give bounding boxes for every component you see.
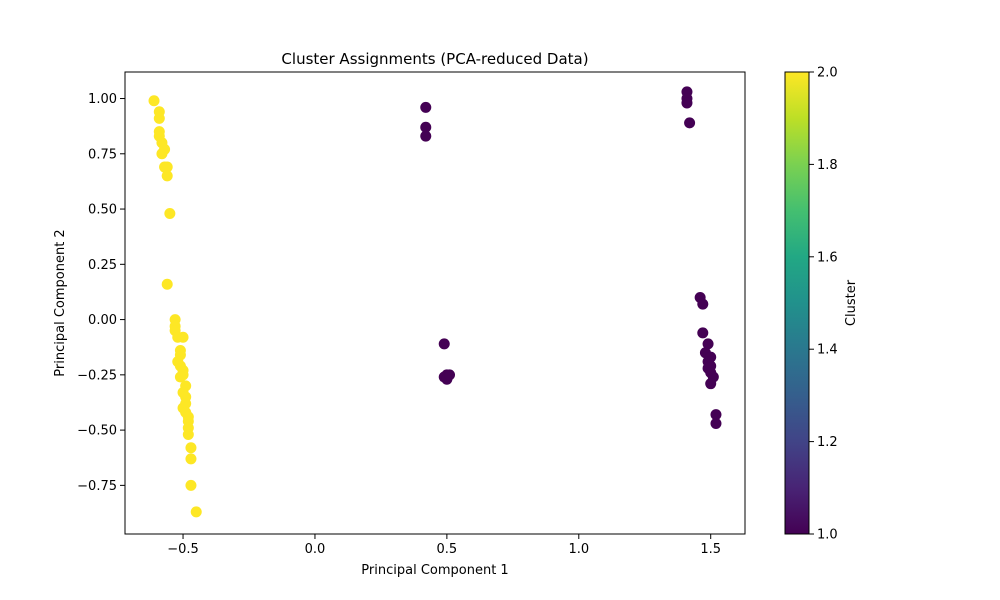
data-point-cluster-1 xyxy=(420,130,432,142)
data-point-cluster-1 xyxy=(420,121,432,133)
x-tick-label: 0.5 xyxy=(437,542,458,557)
data-point-cluster-2 xyxy=(185,442,197,454)
data-point-cluster-2 xyxy=(148,95,160,107)
plot-frame xyxy=(124,71,746,535)
data-point-cluster-1 xyxy=(710,417,722,429)
colorbar xyxy=(784,71,810,535)
data-point-cluster-2 xyxy=(164,207,176,219)
x-tick-label: 1.5 xyxy=(700,542,721,557)
data-point-cluster-2 xyxy=(177,331,189,343)
data-point-cluster-2 xyxy=(161,161,173,173)
data-point-cluster-1 xyxy=(710,409,722,421)
data-point-cluster-1 xyxy=(684,117,696,129)
data-point-cluster-1 xyxy=(702,338,714,350)
data-point-cluster-1 xyxy=(444,369,456,381)
colorbar-tick-label: 1.4 xyxy=(817,343,838,358)
data-point-cluster-2 xyxy=(190,506,202,518)
colorbar-tick-label: 1.8 xyxy=(817,158,838,173)
data-point-cluster-2 xyxy=(161,278,173,290)
data-point-cluster-1 xyxy=(438,338,450,350)
data-point-cluster-2 xyxy=(153,112,165,124)
x-tick-label: 0.0 xyxy=(305,542,326,557)
y-tick-label: −0.50 xyxy=(77,424,117,439)
data-point-cluster-2 xyxy=(156,148,168,160)
data-point-cluster-2 xyxy=(182,429,194,441)
y-tick-label: 0.25 xyxy=(88,258,117,273)
points-layer xyxy=(148,86,722,518)
colorbar-tick-label: 2.0 xyxy=(817,66,838,81)
x-tick-label: −0.5 xyxy=(167,542,199,557)
colorbar-label: Cluster xyxy=(844,279,859,326)
colorbar-axis: 1.0 1.2 1.4 1.6 1.8 2.0 xyxy=(809,66,838,543)
data-point-cluster-1 xyxy=(420,101,432,113)
x-tick-label: 1.0 xyxy=(568,542,589,557)
y-axis-label: Principal Component 2 xyxy=(53,229,68,376)
y-tick-label: 1.00 xyxy=(88,92,117,107)
data-point-cluster-2 xyxy=(185,479,197,491)
data-point-cluster-1 xyxy=(697,327,709,339)
x-axis-label: Principal Component 1 xyxy=(361,563,508,578)
x-axis: −0.5 0.0 0.5 1.0 1.5 xyxy=(167,534,721,557)
data-point-cluster-2 xyxy=(161,170,173,182)
colorbar-tick-label: 1.6 xyxy=(817,250,838,265)
y-tick-label: −0.75 xyxy=(77,479,117,494)
chart-title: Cluster Assignments (PCA-reduced Data) xyxy=(281,50,588,68)
colorbar-tick-label: 1.2 xyxy=(817,435,838,450)
data-point-cluster-1 xyxy=(681,97,693,109)
data-point-cluster-2 xyxy=(174,371,186,383)
data-point-cluster-1 xyxy=(697,298,709,310)
data-point-cluster-1 xyxy=(705,378,717,390)
y-tick-label: −0.25 xyxy=(77,368,117,383)
y-axis: −0.75 −0.50 −0.25 0.00 0.25 0.50 0.75 1.00 xyxy=(77,92,125,494)
y-tick-label: 0.75 xyxy=(88,147,117,162)
y-tick-label: 0.00 xyxy=(88,313,117,328)
colorbar-tick-label: 1.0 xyxy=(817,528,838,543)
y-tick-label: 0.50 xyxy=(88,203,117,218)
data-point-cluster-2 xyxy=(185,453,197,465)
